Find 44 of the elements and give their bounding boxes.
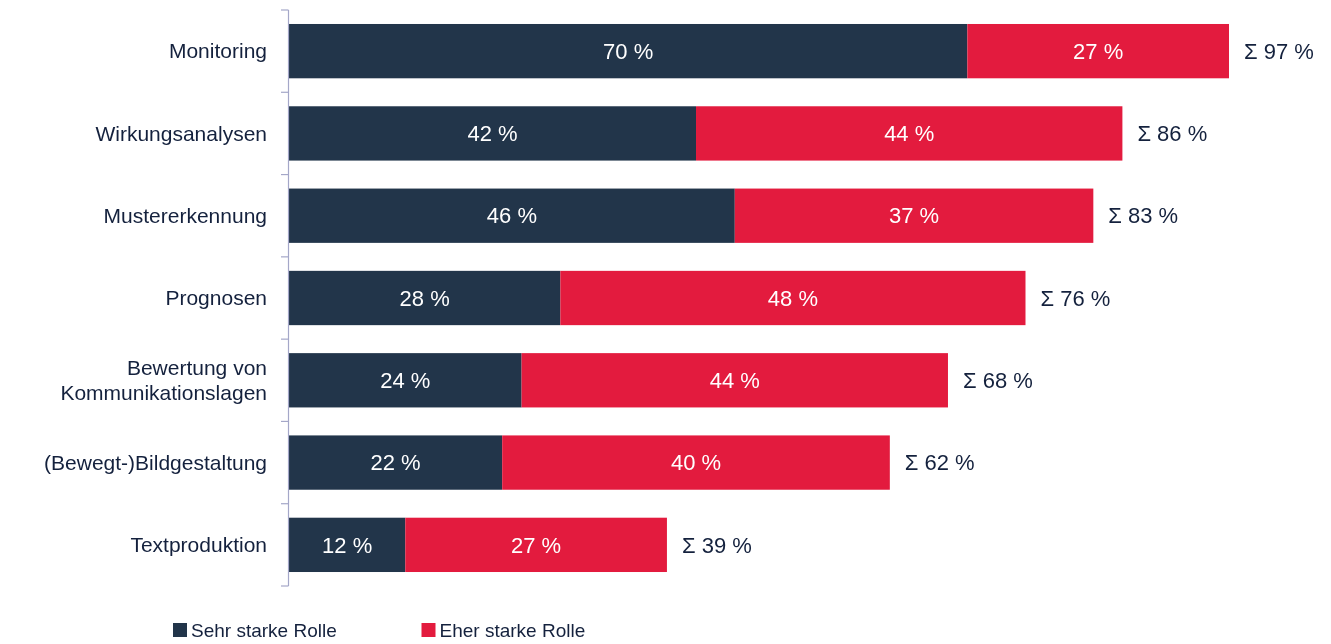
data-label: 27 % — [511, 532, 562, 558]
bar — [502, 435, 890, 490]
data-label: 24 % — [380, 367, 431, 393]
bar — [289, 517, 406, 573]
total-label: Σ 83 % — [1108, 203, 1179, 229]
data-label: 40 % — [670, 450, 722, 476]
y-tick-label: (Bewegt-)Bildgestaltung — [44, 450, 267, 474]
data-label: 37 % — [888, 203, 940, 229]
y-tick-label: Wirkungsanalysen — [95, 121, 267, 145]
legend-label: Sehr starke Rolle — [191, 619, 337, 641]
total-label: Σ 62 % — [904, 450, 975, 476]
y-tick-label: Monitoring — [168, 39, 267, 63]
total-label: Σ 76 % — [1040, 285, 1111, 311]
bar — [734, 188, 1094, 243]
data-label: 42 % — [467, 121, 518, 147]
bar — [289, 353, 522, 408]
data-label: 28 % — [399, 285, 450, 311]
data-label: 27 % — [1073, 38, 1124, 64]
bar — [289, 270, 561, 326]
y-tick-label: Textproduktion — [130, 533, 267, 557]
total-label: Σ 39 % — [681, 532, 752, 558]
data-label: 44 % — [884, 121, 935, 147]
total-label: Σ 86 % — [1137, 121, 1208, 147]
bar — [560, 270, 1026, 326]
total-label: Σ 97 % — [1244, 38, 1314, 64]
data-label: 48 % — [767, 285, 818, 311]
data-label: 70 % — [603, 38, 654, 64]
legend-label: Eher starke Rolle — [439, 619, 586, 641]
y-tick-label: Prognosen — [165, 286, 267, 310]
data-label: 12 % — [322, 532, 373, 558]
bar — [967, 23, 1229, 79]
data-label: 44 % — [709, 367, 760, 393]
y-tick-label: Mustererkennung — [103, 204, 267, 228]
bar — [289, 188, 735, 243]
bar — [521, 353, 948, 408]
y-tick-label: Bewertung von Kommunikationslagen — [60, 356, 267, 405]
bar — [405, 517, 667, 573]
total-label: Σ 68 % — [962, 367, 1033, 393]
bar — [289, 106, 697, 161]
data-label: 22 % — [370, 450, 421, 476]
bar — [289, 23, 968, 79]
bar — [696, 106, 1123, 161]
bar — [289, 435, 503, 490]
data-label: 46 % — [486, 203, 537, 229]
